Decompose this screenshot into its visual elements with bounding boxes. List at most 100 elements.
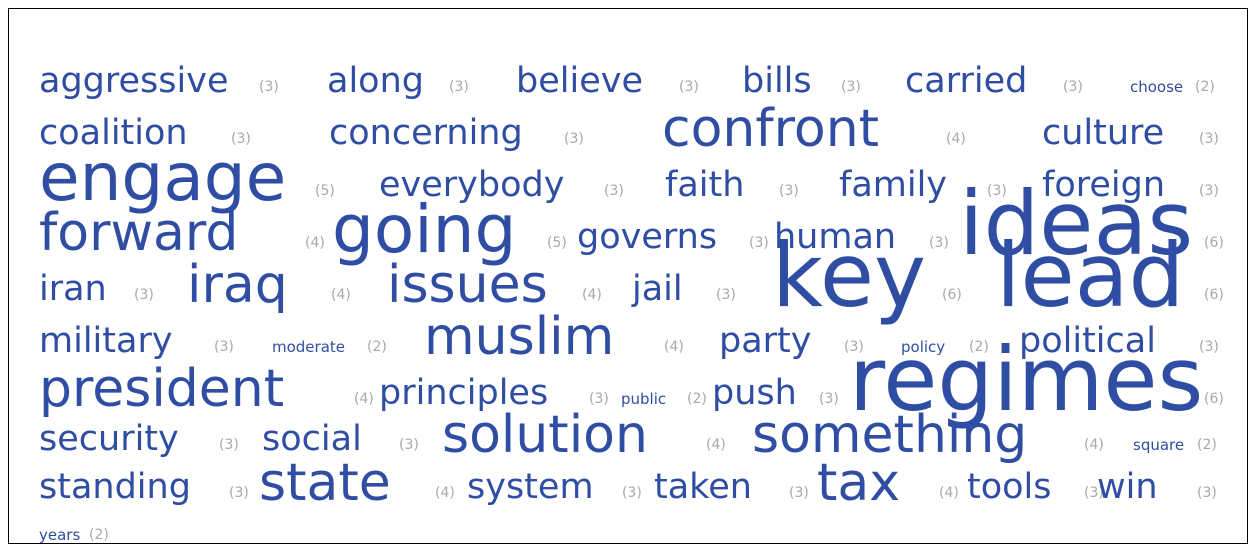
tag-public[interactable]: public <box>621 389 667 408</box>
tag-coalition[interactable]: coalition <box>39 113 188 154</box>
tag-count: (3) <box>231 131 251 147</box>
tag-confront[interactable]: confront <box>662 99 880 160</box>
tag-count: (3) <box>929 235 949 251</box>
tag-count: (3) <box>259 79 279 95</box>
tag-concerning[interactable]: concerning <box>329 113 523 154</box>
tag-count: (3) <box>1199 131 1219 147</box>
tag-state[interactable]: state <box>259 453 391 514</box>
tag-count: (2) <box>1195 79 1215 95</box>
tag-count: (3) <box>214 339 234 355</box>
tag-count: (5) <box>315 183 335 199</box>
tag-count: (3) <box>399 437 419 453</box>
tag-everybody[interactable]: everybody <box>379 165 565 206</box>
tag-president[interactable]: president <box>39 359 285 420</box>
tag-social[interactable]: social <box>262 419 362 460</box>
tag-count: (3) <box>449 79 469 95</box>
tag-count: (3) <box>134 287 154 303</box>
tag-military[interactable]: military <box>39 321 173 362</box>
tag-cloud: aggressive (3) along (3) believe (3) bills (3) c… <box>8 8 1248 544</box>
tag-count: (4) <box>1084 437 1104 453</box>
tag-count: (4) <box>664 339 684 355</box>
tag-count: (3) <box>779 183 799 199</box>
tag-count: (3) <box>604 183 624 199</box>
tag-count: (3) <box>229 485 249 501</box>
tag-tools[interactable]: tools <box>967 467 1052 508</box>
tag-count: (5) <box>547 235 567 251</box>
tag-key[interactable]: key <box>772 224 927 328</box>
tag-count: (3) <box>841 79 861 95</box>
tag-security[interactable]: security <box>39 419 179 460</box>
tag-count: (6) <box>1204 391 1224 407</box>
tag-count: (3) <box>789 485 809 501</box>
tag-faith[interactable]: faith <box>665 165 745 206</box>
tag-human[interactable]: human <box>774 217 897 258</box>
tag-count: (4) <box>706 437 726 453</box>
tag-count: (6) <box>942 287 962 303</box>
tag-push[interactable]: push <box>712 373 797 414</box>
tag-count: (2) <box>969 339 989 355</box>
tag-count: (4) <box>582 287 602 303</box>
tag-carried[interactable]: carried <box>905 61 1028 102</box>
tag-governs[interactable]: governs <box>577 217 718 258</box>
tag-principles[interactable]: principles <box>379 373 549 414</box>
tag-system[interactable]: system <box>467 467 594 508</box>
tag-going[interactable]: going <box>332 190 517 268</box>
tag-count: (4) <box>946 131 966 147</box>
tag-issues[interactable]: issues <box>387 255 548 316</box>
tag-policy[interactable]: policy <box>901 337 946 356</box>
tag-family[interactable]: family <box>839 165 948 206</box>
tag-along[interactable]: along <box>327 61 424 102</box>
tag-count: (6) <box>1204 287 1224 303</box>
tag-count: (3) <box>1197 485 1217 501</box>
tag-win[interactable]: win <box>1097 467 1158 508</box>
tag-something[interactable]: something <box>752 405 1028 466</box>
tag-party[interactable]: party <box>719 321 812 362</box>
tag-culture[interactable]: culture <box>1042 113 1165 154</box>
tag-iran[interactable]: iran <box>39 269 107 310</box>
tag-count: (3) <box>564 131 584 147</box>
tag-count: (3) <box>749 235 769 251</box>
tag-count: (3) <box>716 287 736 303</box>
tag-tax[interactable]: tax <box>817 453 901 514</box>
tag-bills[interactable]: bills <box>742 61 812 102</box>
tag-lead[interactable]: lead <box>996 224 1185 328</box>
tag-count: (3) <box>1063 79 1083 95</box>
tag-forward[interactable]: forward <box>39 203 239 264</box>
tag-count: (3) <box>1199 339 1219 355</box>
tag-choose[interactable]: choose <box>1130 77 1184 96</box>
tag-moderate[interactable]: moderate <box>272 337 346 356</box>
tag-count: (4) <box>435 485 455 501</box>
tag-jail[interactable]: jail <box>632 269 683 310</box>
tag-solution[interactable]: solution <box>442 405 648 466</box>
tag-believe[interactable]: believe <box>516 61 643 102</box>
tag-foreign[interactable]: foreign <box>1042 165 1166 206</box>
tag-count: (3) <box>219 437 239 453</box>
tag-count: (2) <box>367 339 387 355</box>
tag-years[interactable]: years <box>39 525 81 544</box>
tag-count: (3) <box>987 183 1007 199</box>
tag-count: (6) <box>1204 235 1224 251</box>
tag-count: (3) <box>844 339 864 355</box>
tag-count: (2) <box>89 527 109 543</box>
tag-square[interactable]: square <box>1133 435 1185 454</box>
tag-standing[interactable]: standing <box>39 467 191 508</box>
tag-engage[interactable]: engage <box>39 138 287 216</box>
tag-count: (3) <box>819 391 839 407</box>
tag-count: (4) <box>939 485 959 501</box>
tag-count: (3) <box>1084 485 1104 501</box>
tag-political[interactable]: political <box>1019 321 1156 362</box>
tag-iraq[interactable]: iraq <box>187 255 288 316</box>
tag-count: (2) <box>1197 437 1217 453</box>
tag-count: (3) <box>622 485 642 501</box>
tag-count: (3) <box>679 79 699 95</box>
tag-ideas[interactable]: ideas <box>959 172 1194 276</box>
tag-muslim[interactable]: muslim <box>424 307 615 368</box>
tag-count: (3) <box>589 391 609 407</box>
tag-count: (3) <box>1199 183 1219 199</box>
tag-regimes[interactable]: regimes <box>849 328 1204 432</box>
tag-taken[interactable]: taken <box>654 467 752 508</box>
tag-aggressive[interactable]: aggressive <box>39 61 229 102</box>
tag-count: (4) <box>354 391 374 407</box>
tag-count: (4) <box>331 287 351 303</box>
tag-count: (2) <box>687 391 707 407</box>
